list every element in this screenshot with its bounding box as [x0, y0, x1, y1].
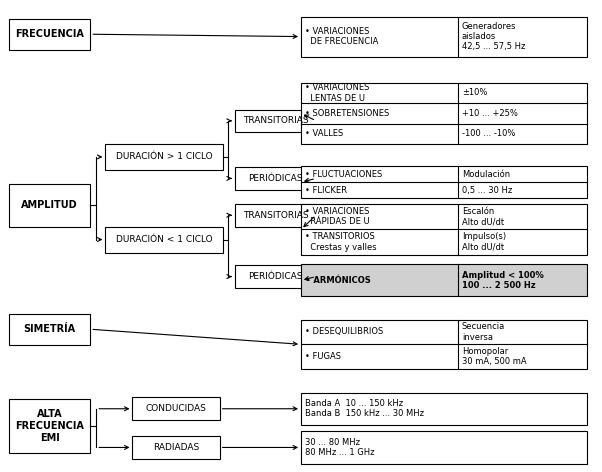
- Text: Impulso(s)
Alto dU/dt: Impulso(s) Alto dU/dt: [462, 232, 506, 252]
- FancyBboxPatch shape: [132, 436, 220, 459]
- FancyBboxPatch shape: [301, 204, 587, 255]
- FancyBboxPatch shape: [235, 265, 316, 288]
- Text: Escalón
Alto dU/dt: Escalón Alto dU/dt: [462, 207, 504, 227]
- Text: • VARIACIONES
  DE FRECUENCIA: • VARIACIONES DE FRECUENCIA: [305, 27, 378, 46]
- Text: CONDUCIDAS: CONDUCIDAS: [146, 404, 206, 413]
- FancyBboxPatch shape: [235, 110, 316, 132]
- FancyBboxPatch shape: [235, 167, 316, 190]
- FancyBboxPatch shape: [105, 144, 223, 170]
- Text: +10 ... +25%: +10 ... +25%: [462, 109, 518, 118]
- FancyBboxPatch shape: [105, 227, 223, 253]
- Text: RADIADAS: RADIADAS: [153, 443, 199, 452]
- FancyBboxPatch shape: [9, 19, 90, 50]
- FancyBboxPatch shape: [301, 320, 587, 369]
- Text: TRANSITORIAS: TRANSITORIAS: [243, 116, 308, 126]
- Text: ±10%: ±10%: [462, 88, 487, 97]
- Text: Amplitud < 100%
100 ... 2 500 Hz: Amplitud < 100% 100 ... 2 500 Hz: [462, 270, 544, 290]
- Text: -100 ... -10%: -100 ... -10%: [462, 129, 515, 138]
- Text: • TRANSITORIOS
  Crestas y valles: • TRANSITORIOS Crestas y valles: [305, 232, 376, 252]
- Text: Homopolar
30 mA, 500 mA: Homopolar 30 mA, 500 mA: [462, 347, 527, 366]
- Text: TRANSITORIAS: TRANSITORIAS: [243, 211, 308, 220]
- Text: • FLUCTUACIONES: • FLUCTUACIONES: [305, 169, 382, 179]
- Text: ALTA
FRECUENCIA
EMI: ALTA FRECUENCIA EMI: [15, 409, 84, 443]
- FancyBboxPatch shape: [9, 399, 90, 453]
- FancyBboxPatch shape: [301, 17, 587, 57]
- FancyBboxPatch shape: [9, 184, 90, 227]
- FancyBboxPatch shape: [301, 166, 587, 198]
- FancyBboxPatch shape: [301, 83, 587, 144]
- FancyBboxPatch shape: [301, 393, 587, 425]
- FancyBboxPatch shape: [301, 431, 587, 464]
- Text: FRECUENCIA: FRECUENCIA: [15, 29, 84, 39]
- Text: 0,5 ... 30 Hz: 0,5 ... 30 Hz: [462, 185, 512, 195]
- FancyBboxPatch shape: [235, 204, 316, 227]
- Text: PERIÓDICAS: PERIÓDICAS: [248, 174, 303, 183]
- Text: SIMETRÍA: SIMETRÍA: [23, 324, 76, 334]
- Text: • FLICKER: • FLICKER: [305, 185, 347, 195]
- FancyBboxPatch shape: [132, 397, 220, 420]
- Text: 30 ... 80 MHz
80 MHz ... 1 GHz: 30 ... 80 MHz 80 MHz ... 1 GHz: [305, 438, 374, 457]
- Text: DURACIÓN > 1 CICLO: DURACIÓN > 1 CICLO: [116, 152, 213, 161]
- Text: • FUGAS: • FUGAS: [305, 352, 341, 361]
- Text: Banda A  10 ... 150 kHz
Banda B  150 kHz ... 30 MHz: Banda A 10 ... 150 kHz Banda B 150 kHz .…: [305, 399, 424, 419]
- Text: Modulación: Modulación: [462, 169, 510, 179]
- Text: • VALLES: • VALLES: [305, 129, 343, 138]
- Text: • VARIACIONES
  LENTAS DE U: • VARIACIONES LENTAS DE U: [305, 83, 369, 102]
- Text: • SOBRETENSIONES: • SOBRETENSIONES: [305, 109, 389, 118]
- Text: Secuencia
inversa: Secuencia inversa: [462, 322, 505, 342]
- Text: • ARMÓNICOS: • ARMÓNICOS: [305, 276, 370, 285]
- Text: PERIÓDICAS: PERIÓDICAS: [248, 272, 303, 281]
- Text: • VARIACIONES
  RÁPIDAS DE U: • VARIACIONES RÁPIDAS DE U: [305, 207, 369, 227]
- Text: Generadores
aislados
42,5 ... 57,5 Hz: Generadores aislados 42,5 ... 57,5 Hz: [462, 22, 526, 51]
- Text: AMPLITUD: AMPLITUD: [21, 200, 78, 211]
- FancyBboxPatch shape: [301, 264, 587, 296]
- Text: DURACIÓN < 1 CICLO: DURACIÓN < 1 CICLO: [116, 235, 213, 244]
- FancyBboxPatch shape: [9, 314, 90, 345]
- Text: • DESEQUILIBRIOS: • DESEQUILIBRIOS: [305, 328, 383, 337]
